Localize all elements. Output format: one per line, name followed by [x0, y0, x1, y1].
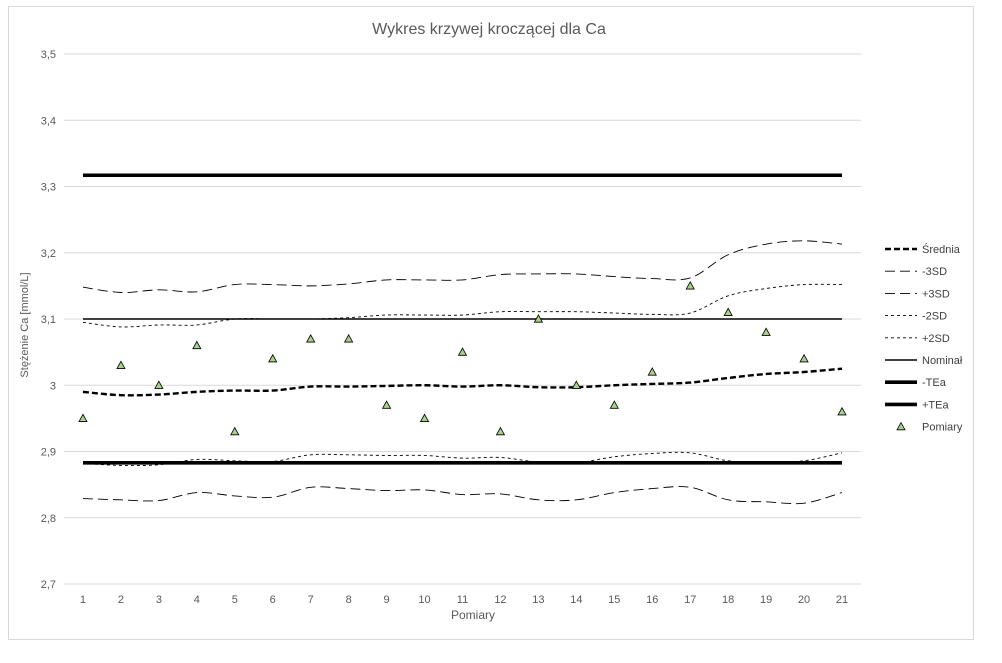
data-point: [381, 400, 392, 409]
data-point: [571, 380, 582, 389]
x-tick-label: 4: [194, 594, 200, 606]
chart-title: Wykres krzywej kroczącej dla Ca: [372, 21, 606, 38]
legend-entry: -TEa: [885, 377, 947, 389]
x-tick-label: 3: [156, 594, 162, 606]
x-tick-label: 5: [232, 594, 238, 606]
data-point: [723, 307, 733, 316]
y-tick-label: 3,4: [41, 115, 56, 127]
legend-swatch: [896, 421, 906, 431]
series-layer: [78, 173, 847, 505]
x-tick-label: 9: [384, 594, 390, 606]
data-point: [837, 406, 847, 416]
legend-entry: Nominał: [885, 355, 963, 367]
legend-entry: Średnia: [885, 243, 961, 256]
series-+2sd: [82, 283, 843, 328]
x-tick-label: 12: [494, 594, 506, 606]
data-point: [495, 426, 506, 436]
legend-label: -TEa: [922, 377, 947, 389]
x-tick-label: 1: [80, 594, 86, 606]
data-point: [268, 353, 278, 363]
y-tick-label: 3,2: [41, 248, 56, 260]
legend-label: +2SD: [922, 333, 950, 345]
legend: Średnia -3SD +3SD -2SD +2SD Nominał -TEa +TEa Po…: [885, 243, 963, 434]
x-tick-label: 17: [684, 594, 696, 606]
legend-entry: +2SD: [885, 333, 950, 345]
y-tick-label: 3,3: [41, 182, 56, 194]
legend-label: Średnia: [922, 243, 961, 256]
legend-label: +TEa: [922, 399, 949, 411]
x-tick-label: 10: [418, 594, 430, 606]
y-axis-label: Stężenie Ca [mmol/L]: [19, 272, 31, 377]
series--2sd: [82, 451, 843, 467]
x-tick-label: 15: [608, 594, 620, 606]
series--3sd: [82, 486, 843, 505]
data-point: [306, 334, 316, 343]
x-axis-label: Pomiary: [451, 608, 495, 622]
y-axis-ticks: 2,7 2,8 2,9 3 3,1 3,2 3,3 3,4 3,5: [41, 49, 56, 591]
data-point: [761, 327, 771, 336]
x-tick-label: 16: [646, 594, 658, 606]
legend-entry: +3SD: [885, 288, 950, 300]
legend-entry: +TEa: [885, 399, 949, 411]
data-point: [154, 380, 164, 389]
data-point: [419, 413, 430, 422]
legend-entry: -2SD: [885, 311, 947, 323]
legend-entry: Pomiary: [896, 421, 963, 434]
series-średnia: [82, 367, 843, 397]
y-tick-label: 3,1: [41, 314, 56, 326]
legend-label: -2SD: [922, 311, 947, 323]
data-point: [685, 281, 695, 290]
y-tick-label: 3,5: [41, 49, 56, 61]
x-tick-label: 19: [760, 594, 772, 606]
x-tick-label: 8: [346, 594, 352, 606]
x-tick-label: 11: [457, 594, 468, 606]
y-tick-label: 2,7: [41, 579, 56, 591]
x-axis-ticks: 1 2 3 4 5 6 7 8 9 10 11 12 13 14 15 16 17 18 19 20 21: [80, 594, 848, 606]
data-point: [116, 360, 126, 369]
y-tick-label: 2,9: [41, 447, 56, 459]
legend-label: Pomiary: [922, 422, 963, 434]
data-point: [609, 400, 619, 409]
y-tick-label: 3: [50, 380, 56, 392]
data-point: [457, 347, 468, 356]
legend-label: Nominał: [922, 355, 963, 367]
x-tick-label: 6: [270, 594, 276, 606]
series-pomiary: [78, 281, 847, 436]
legend-label: -3SD: [922, 266, 947, 278]
chart: 2,72,82,933,13,23,33,43,5 1 2 3 4 5 6 7 8 9 10 11 1…: [19, 21, 963, 622]
y-tick-label: 2,8: [41, 513, 56, 525]
series-+3sd: [82, 240, 843, 293]
data-point: [343, 334, 354, 343]
chart-frame: 2,7 2,8 2,9 3 3,1 3,2 3,3 3,4 3,5 1 2 3 4 5 6 7 8 9 10 11 1…: [8, 6, 974, 640]
legend-entry: -3SD: [885, 266, 947, 278]
data-point: [230, 426, 240, 436]
x-tick-label: 20: [798, 594, 810, 606]
x-tick-label: 2: [118, 594, 124, 606]
x-tick-label: 13: [532, 594, 544, 606]
x-tick-label: 18: [722, 594, 734, 606]
x-tick-label: 7: [308, 594, 314, 606]
x-tick-label: 21: [836, 594, 848, 606]
data-point: [647, 367, 657, 376]
data-point: [799, 353, 809, 363]
data-point: [533, 314, 544, 323]
data-point: [78, 413, 88, 422]
x-tick-label: 14: [570, 594, 582, 606]
legend-label: +3SD: [922, 288, 950, 300]
data-point: [192, 340, 202, 350]
